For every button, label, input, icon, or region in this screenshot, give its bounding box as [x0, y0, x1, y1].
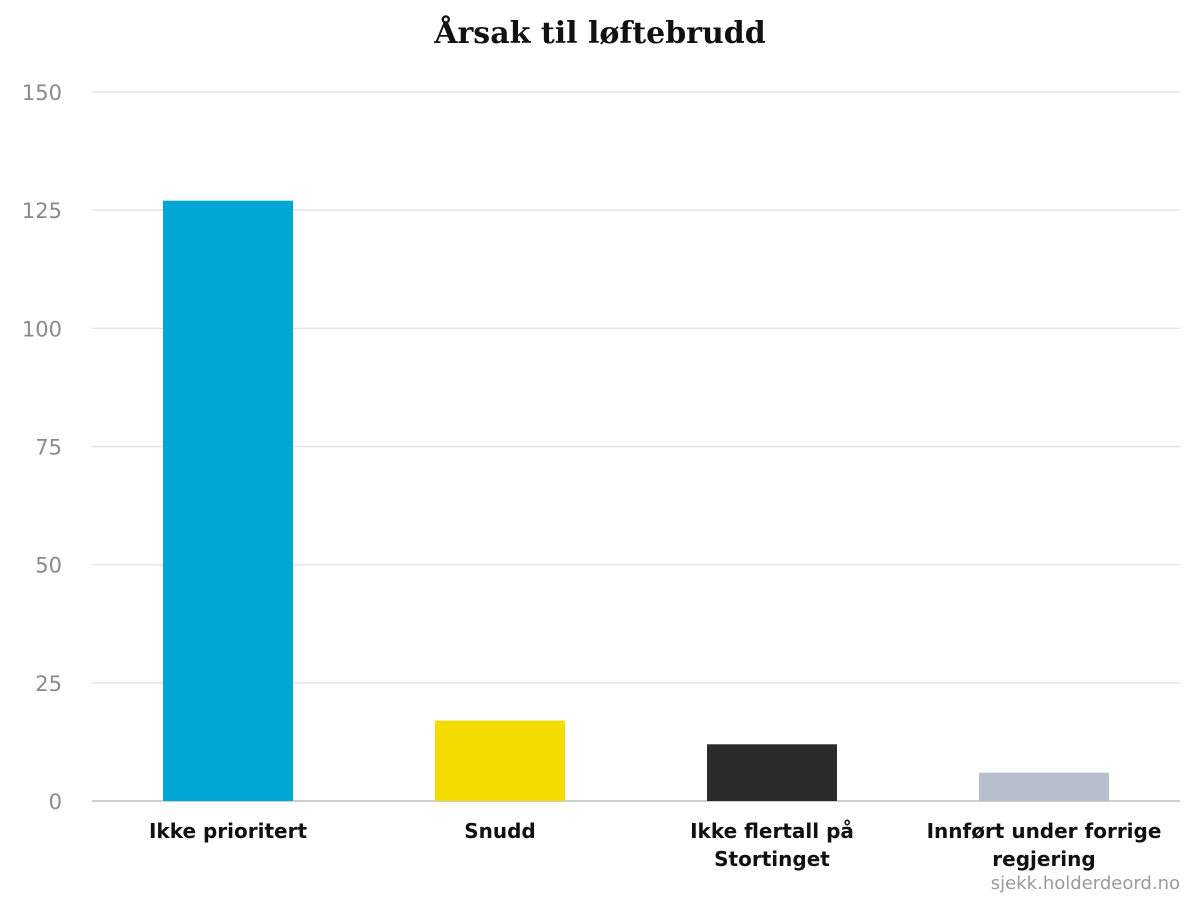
bar[interactable]	[707, 744, 837, 801]
x-axis-ticks: Ikke prioritert Snudd Ikke flertall på Stor…	[149, 819, 1161, 871]
x-tick-label: Ikke prioritert	[149, 819, 308, 843]
y-tick-label: 25	[35, 672, 62, 696]
bar[interactable]	[979, 772, 1109, 801]
y-tick-label: 150	[22, 81, 62, 105]
x-tick-label: Innført under forrige regjering	[927, 819, 1162, 871]
y-tick-label: 50	[35, 554, 62, 578]
bars	[163, 200, 1109, 802]
x-tick-label: Snudd	[464, 819, 536, 843]
y-tick-label: 100	[22, 317, 62, 341]
source-credit: sjekk.holderdeord.no	[990, 873, 1180, 894]
bar[interactable]	[435, 720, 565, 801]
y-tick-label: 0	[49, 790, 62, 814]
x-tick-label: Ikke flertall på Stortinget	[690, 819, 854, 871]
y-tick-label: 75	[35, 436, 62, 460]
y-tick-label: 125	[22, 199, 62, 223]
bar[interactable]	[163, 200, 293, 802]
chart-title: Årsak til løftebrudd	[434, 16, 766, 51]
y-axis-ticks: 0 25 50 75 100 125 150	[22, 81, 62, 814]
